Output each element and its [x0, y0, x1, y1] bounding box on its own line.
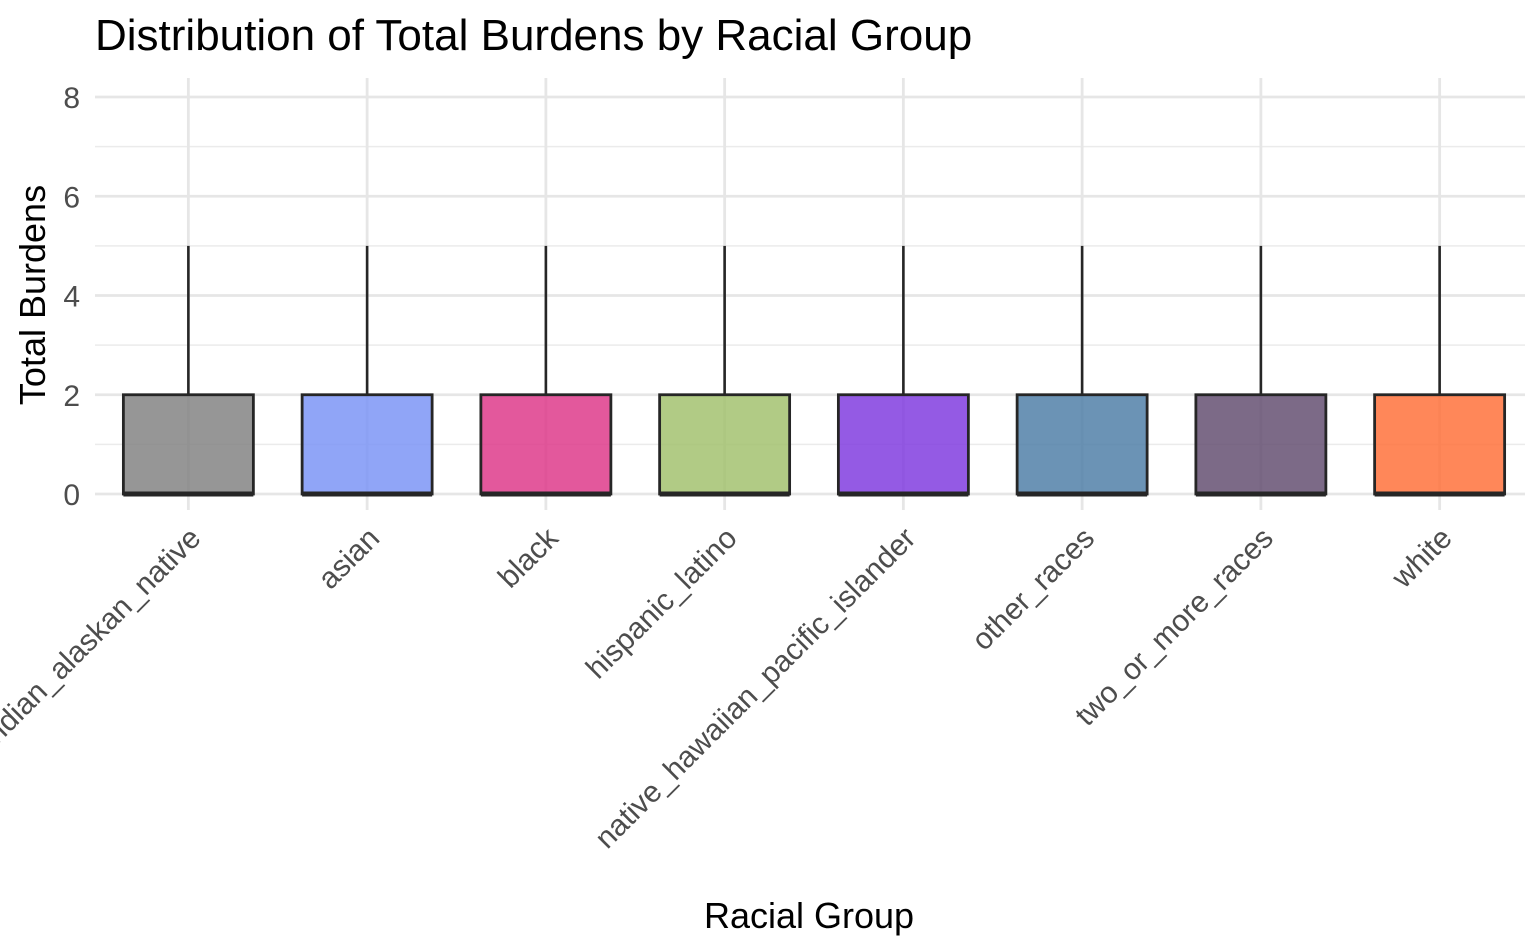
box-white	[1373, 245, 1507, 497]
x-tick-label: black	[492, 521, 566, 595]
x-tick-label: hispanic_latino	[580, 522, 744, 686]
y-tick-label: 4	[63, 281, 80, 314]
box-asian	[300, 245, 434, 497]
x-tick-label: two_or_more_races	[1069, 522, 1280, 733]
box-two_or_more_races	[1194, 245, 1328, 497]
box-american_indian_alaskan_native	[121, 245, 255, 497]
x-tick-label: white	[1385, 522, 1459, 596]
box-hispanic_latino	[658, 245, 792, 497]
y-tick-label: 0	[63, 479, 80, 512]
marks-layer	[121, 245, 1507, 497]
x-tick-label: american_indian_alaskan_native	[0, 522, 207, 854]
box-body	[300, 393, 434, 496]
chart-title: Distribution of Total Burdens by Racial …	[95, 11, 972, 60]
y-tick-label: 8	[63, 82, 80, 115]
box-body	[836, 393, 970, 496]
x-tick-label: other_races	[966, 522, 1101, 657]
box-native_hawaiian_pacific_islander	[836, 245, 970, 497]
y-tick-label: 6	[63, 181, 80, 214]
x-axis-label: Racial Group	[704, 895, 914, 936]
box-body	[479, 393, 613, 496]
box-body	[1373, 393, 1507, 496]
box-other_races	[1015, 245, 1149, 497]
box-body	[1015, 393, 1149, 496]
box-body	[658, 393, 792, 496]
y-axis-label: Total Burdens	[12, 185, 53, 405]
x-tick-label: asian	[312, 522, 386, 596]
box-body	[121, 393, 255, 496]
box-black	[479, 245, 613, 497]
y-tick-label: 2	[63, 380, 80, 413]
box-body	[1194, 393, 1328, 496]
x-tick-label: native_hawaiian_pacific_islander	[589, 522, 922, 855]
